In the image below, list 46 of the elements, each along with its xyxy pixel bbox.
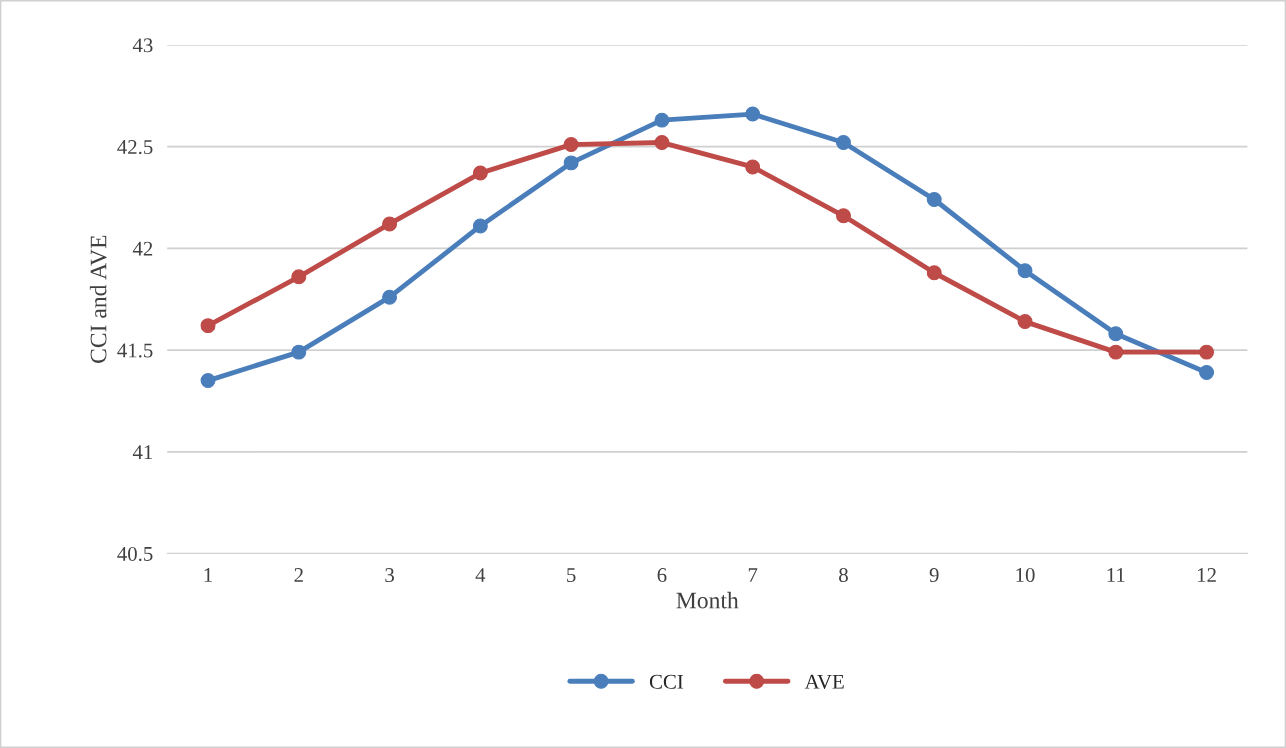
point bbox=[1108, 344, 1124, 360]
point bbox=[1017, 314, 1033, 330]
point bbox=[926, 265, 942, 281]
x-tick-label: 7 bbox=[748, 568, 758, 582]
point bbox=[563, 155, 579, 171]
x-tick-label: 12 bbox=[1197, 568, 1216, 582]
point bbox=[1199, 364, 1215, 380]
y-tick-label: 40.5 bbox=[117, 546, 153, 562]
x-axis-title: Month bbox=[676, 591, 739, 609]
point bbox=[745, 106, 761, 122]
point bbox=[472, 165, 488, 181]
x-tick-label: 8 bbox=[839, 568, 848, 583]
y-tick-label: 43 bbox=[132, 38, 153, 53]
legend-label: AVE bbox=[804, 674, 844, 689]
y-tick-label: 41 bbox=[132, 445, 153, 460]
point bbox=[291, 344, 307, 360]
point bbox=[382, 216, 398, 232]
point bbox=[654, 112, 670, 128]
x-tick-label: 9 bbox=[929, 568, 939, 583]
point bbox=[926, 192, 942, 207]
point bbox=[836, 208, 851, 224]
point bbox=[1108, 326, 1124, 342]
y-tick-label: 41.5 bbox=[117, 343, 153, 358]
x-tick-label: 5 bbox=[567, 568, 576, 583]
point bbox=[200, 373, 216, 389]
point bbox=[200, 318, 216, 334]
x-tick-label: 4 bbox=[475, 568, 486, 582]
x-tick-label: 3 bbox=[385, 568, 394, 583]
point bbox=[1017, 263, 1033, 279]
x-tick-label: 11 bbox=[1107, 568, 1125, 582]
point bbox=[382, 289, 398, 305]
y-tick-label: 42.5 bbox=[117, 140, 153, 155]
point bbox=[472, 218, 488, 234]
x-tick-label: 1 bbox=[204, 568, 212, 582]
point bbox=[563, 137, 579, 153]
legend-label: CCI bbox=[649, 674, 684, 689]
x-tick-label: 10 bbox=[1016, 568, 1035, 583]
y-tick-label: 42 bbox=[132, 241, 153, 256]
x-tick-label: 6 bbox=[657, 568, 667, 583]
point bbox=[836, 135, 851, 150]
point bbox=[291, 269, 307, 285]
point bbox=[745, 159, 761, 175]
x-tick-label: 2 bbox=[294, 568, 303, 582]
point bbox=[1199, 344, 1215, 360]
y-axis-title: CCI and AVE bbox=[89, 235, 107, 363]
point bbox=[654, 135, 670, 150]
